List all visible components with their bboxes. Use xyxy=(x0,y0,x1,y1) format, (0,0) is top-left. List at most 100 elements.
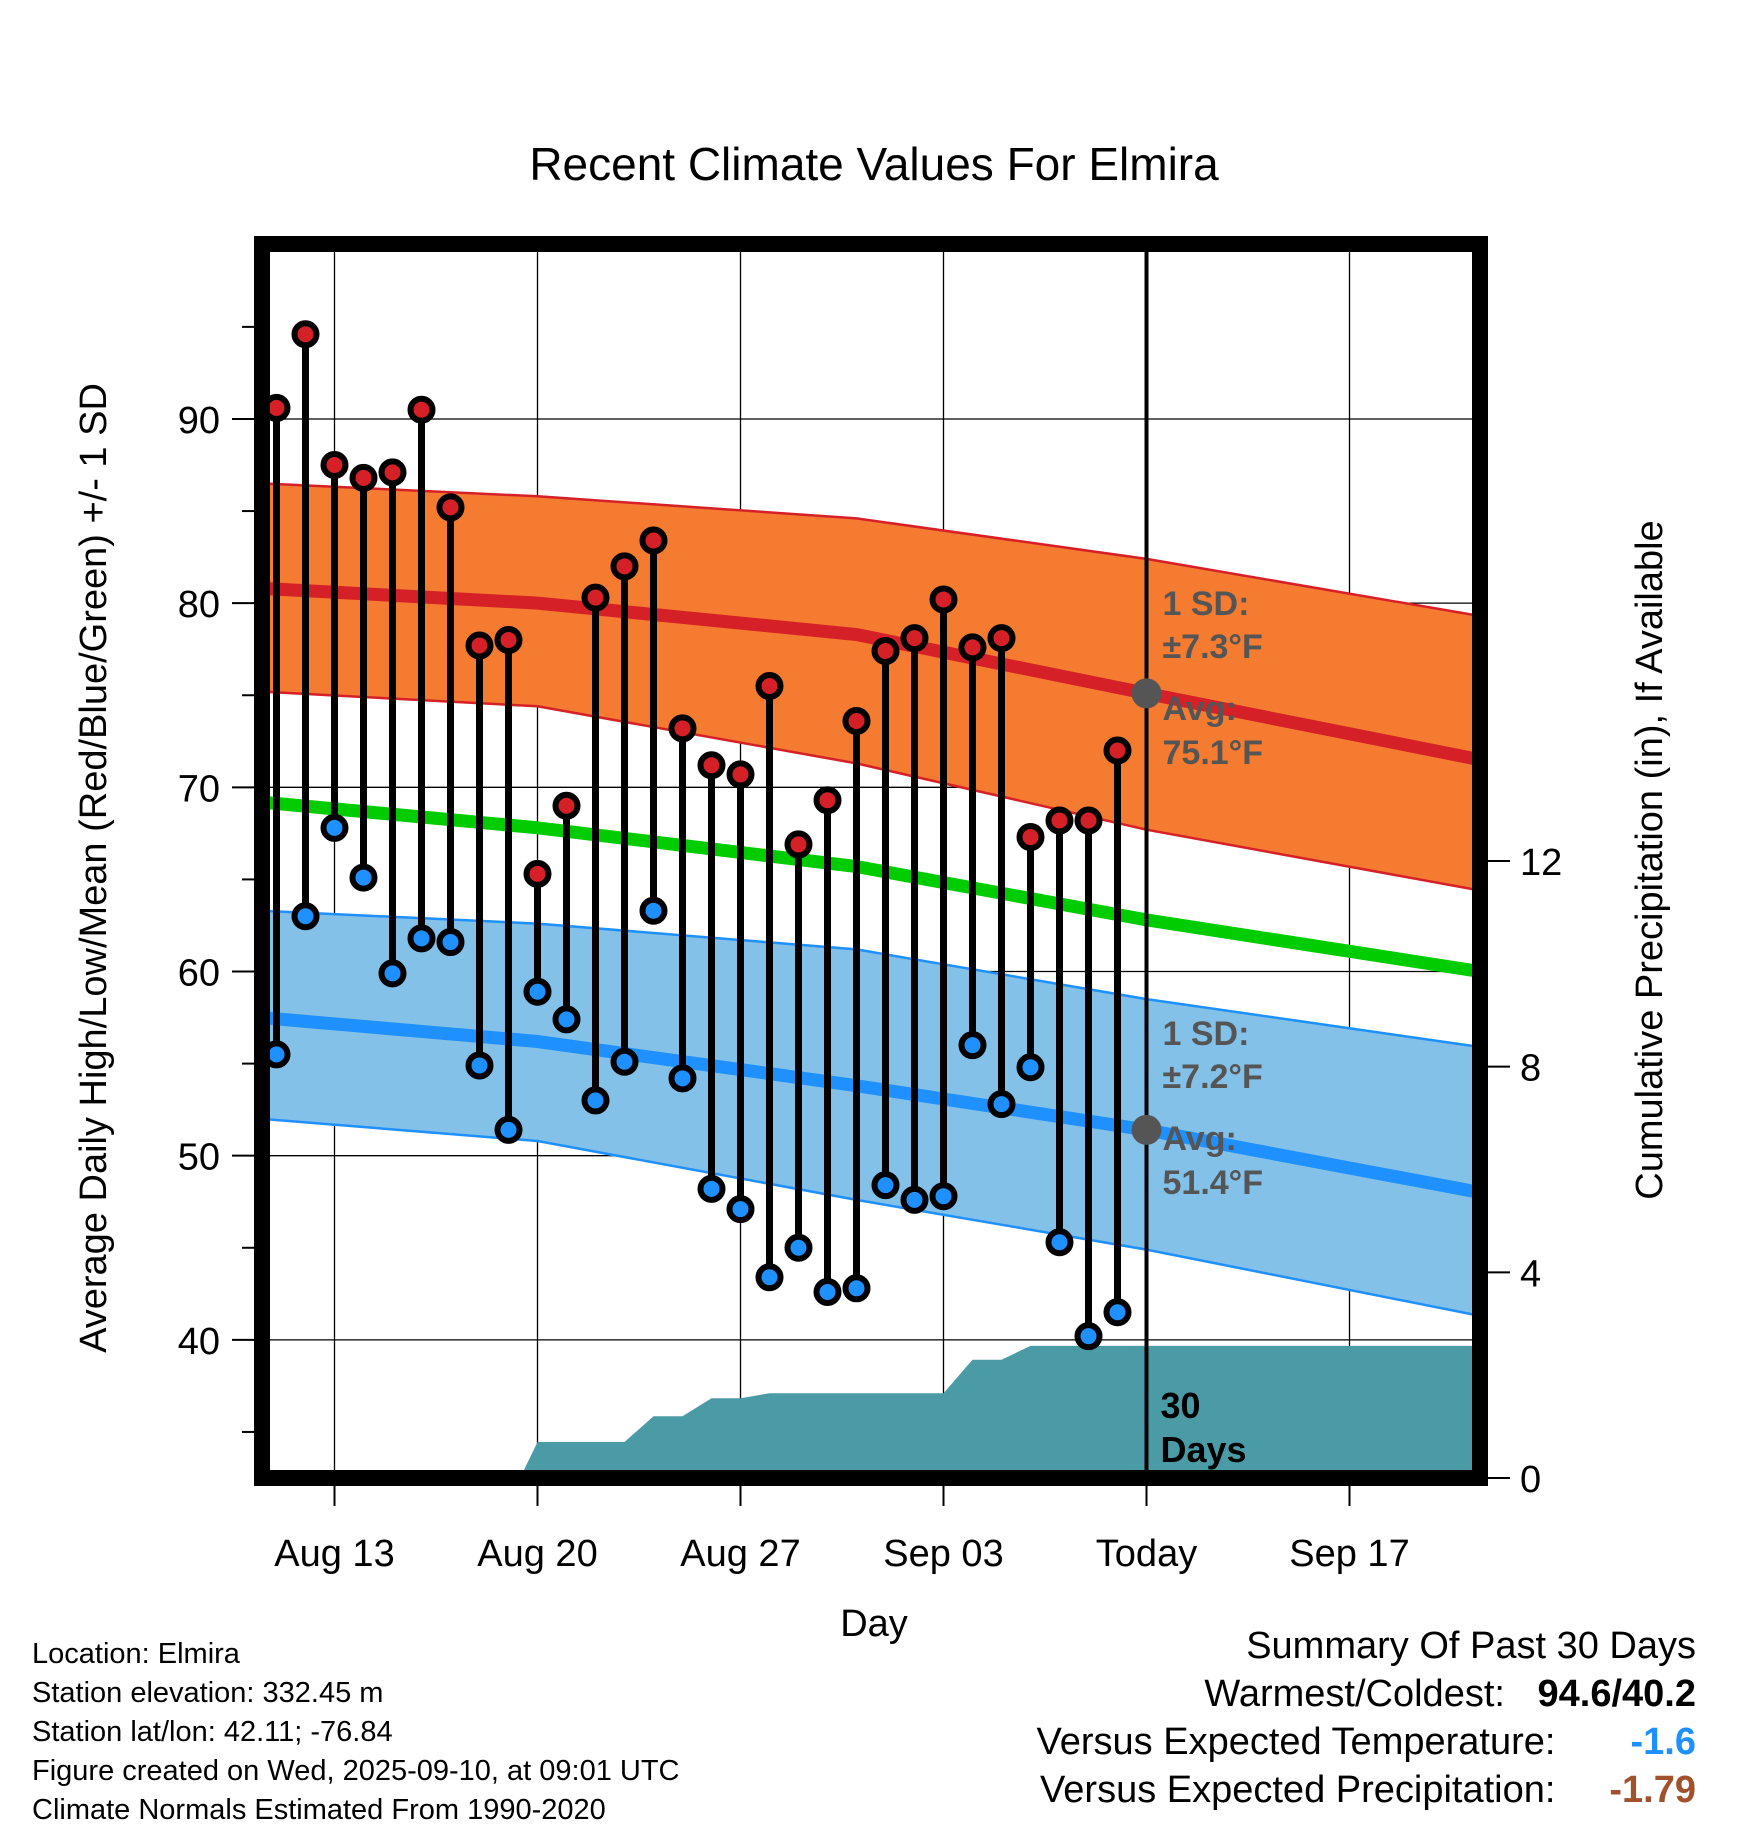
daily-high-point xyxy=(523,859,552,888)
chart-title: Recent Climate Values For Elmira xyxy=(529,138,1219,190)
daily-low-point xyxy=(784,1233,813,1262)
y-tick-label: 60 xyxy=(178,953,220,995)
x-tick-label: Aug 27 xyxy=(680,1533,800,1575)
warmest-label: Warmest/Coldest: xyxy=(1204,1673,1505,1715)
daily-low-point xyxy=(900,1185,929,1214)
daily-high-point xyxy=(755,672,784,701)
daily-low-point xyxy=(668,1064,697,1093)
y2-tick-label: 4 xyxy=(1520,1253,1541,1295)
y-tick-label: 90 xyxy=(178,400,220,442)
daily-high-point xyxy=(552,791,581,820)
precipitation-area xyxy=(262,1345,1480,1478)
daily-low-point xyxy=(726,1195,755,1224)
plot-frame xyxy=(254,236,1488,1486)
daily-low-point xyxy=(1045,1228,1074,1257)
y-tick-label: 40 xyxy=(178,1321,220,1363)
daily-high-point xyxy=(610,552,639,581)
daily-low-point xyxy=(378,959,407,988)
daily-low-point xyxy=(842,1274,871,1303)
summary-precip-row: Versus Expected Precipitation: -1.79 xyxy=(1037,1766,1696,1814)
daily-low-point xyxy=(1074,1322,1103,1351)
daily-low-point xyxy=(610,1047,639,1076)
daily-high-point xyxy=(1103,736,1132,765)
x-tick-label: Sep 17 xyxy=(1289,1533,1409,1575)
y2-axis-label: Cumulative Precipitation (in), If Availa… xyxy=(1629,520,1671,1199)
y2-tick-label: 8 xyxy=(1520,1048,1541,1090)
low-avg-label: Avg: xyxy=(1163,1120,1237,1158)
daily-high-point xyxy=(1016,823,1045,852)
plot-area xyxy=(262,244,1480,1478)
created-text: Figure created on Wed, 2025-09-10, at 09… xyxy=(32,1755,680,1787)
location-text: Location: Elmira xyxy=(32,1638,240,1670)
normals-text: Climate Normals Estimated From 1990-2020 xyxy=(32,1794,606,1826)
daily-high-point xyxy=(349,463,378,492)
daily-low-point xyxy=(1016,1053,1045,1082)
daily-high-point xyxy=(784,830,813,859)
daily-high-point xyxy=(929,585,958,614)
daily-high-point xyxy=(639,526,668,555)
y2-tick-label: 0 xyxy=(1520,1459,1541,1501)
daily-high-point xyxy=(697,751,726,780)
temp-departure-label: Versus Expected Temperature: xyxy=(1036,1721,1556,1763)
daily-high-point xyxy=(581,583,610,612)
days-count-number: 30 xyxy=(1161,1385,1201,1426)
daily-low-point xyxy=(987,1090,1016,1119)
daily-low-point xyxy=(639,896,668,925)
daily-low-point xyxy=(291,902,320,931)
normal-high-line xyxy=(261,581,1482,767)
low-sd-value: ±7.2°F xyxy=(1163,1058,1263,1096)
temp-departure-value: -1.6 xyxy=(1630,1721,1696,1763)
daily-high-point xyxy=(871,637,900,666)
low-avg-value: 51.4°F xyxy=(1163,1164,1264,1202)
x-tick-label: Aug 13 xyxy=(274,1533,394,1575)
high-avg-label: Avg: xyxy=(1163,690,1237,728)
daily-high-point xyxy=(436,493,465,522)
daily-high-point xyxy=(813,786,842,815)
x-tick-label: Aug 20 xyxy=(477,1533,597,1575)
daily-high-point xyxy=(726,760,755,789)
summary-warmest-row: Warmest/Coldest: 94.6/40.2 xyxy=(1037,1670,1696,1718)
x-tick-label: Sep 03 xyxy=(883,1533,1003,1575)
daily-low-point xyxy=(552,1005,581,1034)
high-sd-band xyxy=(262,483,1480,891)
daily-low-point xyxy=(581,1086,610,1115)
daily-low-point xyxy=(871,1171,900,1200)
daily-low-point xyxy=(349,863,378,892)
high-avg-value: 75.1°F xyxy=(1163,734,1264,772)
daily-high-point xyxy=(1045,806,1074,835)
daily-low-point xyxy=(813,1277,842,1306)
station-info: Location: Elmira Station elevation: 332.… xyxy=(32,1635,680,1830)
daily-low-point xyxy=(958,1031,987,1060)
high-sd-label: 1 SD: xyxy=(1163,585,1250,623)
low-sd-label: 1 SD: xyxy=(1163,1015,1250,1053)
daily-high-point xyxy=(900,624,929,653)
daily-low-point xyxy=(755,1263,784,1292)
precip-departure-label: Versus Expected Precipitation: xyxy=(1040,1769,1556,1811)
daily-high-point xyxy=(987,624,1016,653)
latlon-text: Station lat/lon: 42.11; -76.84 xyxy=(32,1716,393,1748)
y-tick-label: 50 xyxy=(178,1137,220,1179)
precip-departure-value: -1.79 xyxy=(1609,1769,1696,1811)
daily-high-point xyxy=(842,707,871,736)
daily-high-point xyxy=(407,395,436,424)
daily-high-point xyxy=(320,451,349,480)
summary-temp-row: Versus Expected Temperature: -1.6 xyxy=(1037,1718,1696,1766)
daily-high-point xyxy=(1074,806,1103,835)
daily-low-point xyxy=(436,928,465,957)
daily-high-point xyxy=(378,458,407,487)
daily-low-point xyxy=(320,813,349,842)
daily-low-point xyxy=(1103,1298,1132,1327)
high-sd-value: ±7.3°F xyxy=(1163,628,1263,666)
days-count-word: Days xyxy=(1161,1429,1247,1470)
daily-high-point xyxy=(291,320,320,349)
y-axis-label: Average Daily High/Low/Mean (Red/Blue/Gr… xyxy=(73,383,115,1353)
warmest-value: 94.6/40.2 xyxy=(1537,1673,1696,1715)
y-tick-label: 70 xyxy=(178,768,220,810)
daily-high-point xyxy=(668,714,697,743)
x-axis-label: Day xyxy=(840,1603,908,1645)
daily-high-point xyxy=(958,633,987,662)
today-low-avg-marker xyxy=(1131,1114,1162,1145)
high-sd-band-upper-edge xyxy=(261,482,1481,618)
daily-low-point xyxy=(523,977,552,1006)
